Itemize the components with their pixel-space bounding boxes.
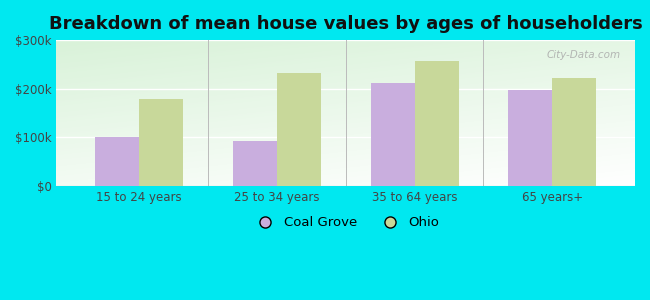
Bar <box>139 99 183 186</box>
Bar <box>508 90 552 186</box>
Bar <box>370 83 415 186</box>
Bar <box>552 78 597 186</box>
Bar <box>233 141 277 186</box>
Bar <box>277 73 321 186</box>
Title: Breakdown of mean house values by ages of householders: Breakdown of mean house values by ages o… <box>49 15 643 33</box>
Bar <box>95 137 139 186</box>
Bar <box>415 61 459 186</box>
Text: City-Data.com: City-Data.com <box>547 50 621 60</box>
Legend: Coal Grove, Ohio: Coal Grove, Ohio <box>247 211 445 235</box>
